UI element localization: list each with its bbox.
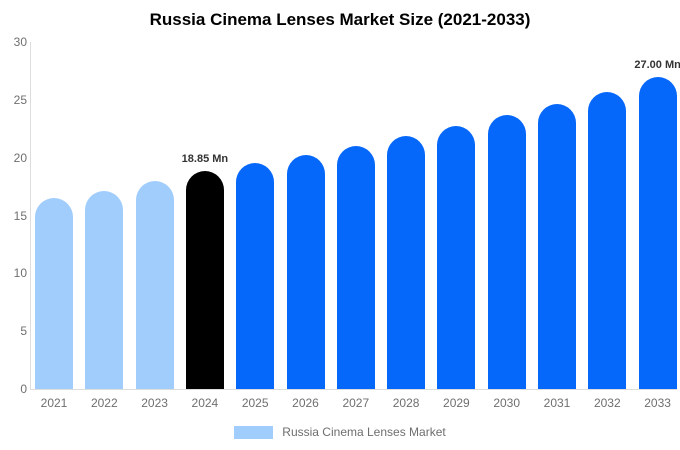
x-tick-label: 2028: [392, 396, 420, 410]
x-tick-label: 2025: [241, 396, 269, 410]
x-tick-label: 2029: [443, 396, 470, 410]
legend-swatch: [234, 425, 274, 439]
bar-2025: [236, 163, 275, 389]
chart-title: Russia Cinema Lenses Market Size (2021-2…: [149, 10, 531, 29]
x-tick-label: 2031: [543, 396, 571, 410]
x-tick-label: 2023: [141, 396, 168, 410]
x-tick-label: 2027: [342, 396, 370, 410]
bar-2033: [638, 76, 677, 389]
x-tick-label: 2021: [40, 396, 68, 410]
y-tick-label: 10: [13, 266, 27, 281]
bar-2021: [35, 198, 73, 389]
bar-2022: [85, 190, 124, 389]
x-tick-label: 2033: [644, 396, 671, 410]
bar-2027: [336, 146, 375, 389]
bar-2028: [387, 135, 426, 389]
bar-2032: [588, 91, 627, 389]
legend-label: Russia Cinema Lenses Market: [282, 425, 446, 439]
legend: Russia Cinema Lenses Market: [0, 424, 680, 440]
bar-2026: [286, 154, 325, 389]
bar-value-label: 27.00 Mn: [634, 58, 680, 71]
plot-area: 0 5 10 15 20 25 30 2021 2022 2023 2024 18.85 Mn 2025…: [14, 35, 680, 410]
bar-2031: [538, 104, 576, 389]
y-tick-label: 30: [13, 35, 27, 49]
y-tick-label: 0: [20, 382, 27, 396]
x-tick-label: 2022: [90, 396, 118, 410]
x-tick-label: 2026: [292, 396, 319, 410]
bar-2030: [487, 115, 526, 389]
bar-2024: [185, 170, 224, 389]
x-tick-label: 2030: [493, 396, 521, 410]
y-tick-label: 5: [20, 324, 27, 339]
bar-value-label: 18.85 Mn: [181, 152, 229, 165]
bar-2029: [437, 126, 476, 389]
y-tick-label: 25: [13, 92, 27, 107]
bar-2023: [135, 181, 174, 389]
y-tick-label: 20: [13, 150, 27, 165]
x-tick-label: 2032: [593, 396, 621, 410]
x-tick-label: 2024: [191, 396, 219, 410]
y-tick-label: 15: [13, 208, 27, 223]
